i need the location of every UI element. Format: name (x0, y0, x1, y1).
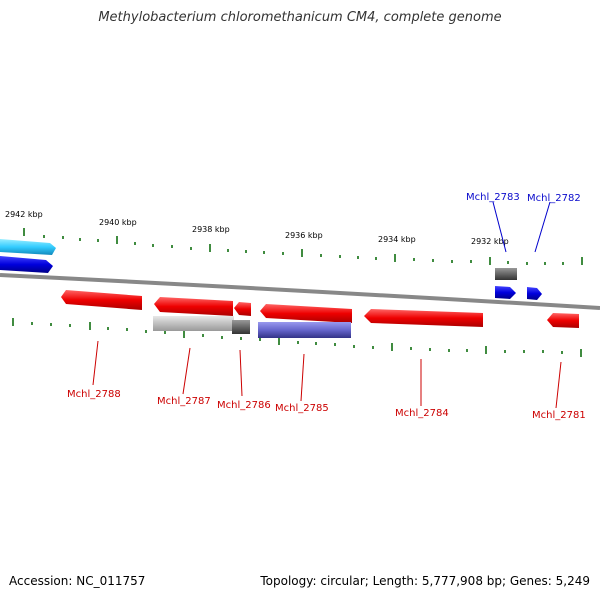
gene-mchl-2787-red[interactable] (154, 297, 233, 316)
gene-mchl-2786-gray[interactable] (232, 320, 250, 334)
lower-ticks (12, 318, 582, 357)
tick-label-2934: 2934 kbp (378, 235, 416, 244)
gene-gray-small[interactable] (495, 268, 517, 280)
gene-mchl-2785-purple[interactable] (258, 322, 351, 338)
genome-title: Methylobacterium chloromethanicum CM4, c… (98, 10, 502, 25)
label-mchl-2784[interactable]: Mchl_2784 (395, 408, 449, 419)
label-mchl-2783[interactable]: Mchl_2783 (466, 192, 520, 203)
gene-mchl-2783[interactable] (495, 286, 516, 299)
label-mchl-2786[interactable]: Mchl_2786 (217, 400, 271, 411)
tick-label-2942: 2942 kbp (5, 210, 43, 219)
gene-mchl-2786-red[interactable] (234, 302, 251, 316)
gene-mchl-2785-red[interactable] (260, 304, 352, 323)
label-mchl-2781[interactable]: Mchl_2781 (532, 410, 586, 421)
tick-label-2938: 2938 kbp (192, 225, 230, 234)
feature-cyan-bar[interactable] (0, 239, 56, 255)
label-mchl-2782[interactable]: Mchl_2782 (527, 193, 581, 204)
bottom-leader-lines (92, 340, 562, 409)
label-mchl-2785[interactable]: Mchl_2785 (275, 403, 329, 414)
upper-ticks (23, 228, 583, 265)
tick-label-2932: 2932 kbp (471, 237, 509, 246)
tick-label-2940: 2940 kbp (99, 218, 137, 227)
accession-label: Accession: NC_011757 (9, 574, 146, 588)
top-leader-lines (492, 201, 551, 253)
gene-mchl-2784[interactable] (364, 309, 483, 327)
gene-mchl-2781[interactable] (547, 313, 579, 328)
tick-label-2936: 2936 kbp (285, 231, 323, 240)
label-mchl-2788[interactable]: Mchl_2788 (67, 389, 121, 400)
gene-mchl-2788[interactable] (61, 290, 142, 310)
feature-blue-bar[interactable] (0, 256, 53, 273)
topology-label: Topology: circular; Length: 5,777,908 bp… (260, 574, 590, 588)
genome-backbone (0, 273, 600, 310)
label-mchl-2787[interactable]: Mchl_2787 (157, 396, 211, 407)
gene-mchl-2782[interactable] (527, 287, 542, 300)
gene-mchl-2787-gray[interactable] (153, 316, 234, 331)
